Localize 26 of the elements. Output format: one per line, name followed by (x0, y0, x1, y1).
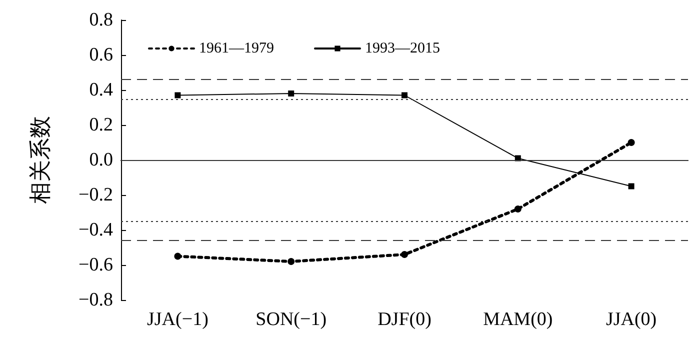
y-axis-title: 相关系数 (28, 116, 52, 204)
y-tick-label: 0.4 (89, 80, 114, 100)
point (514, 206, 522, 212)
y-tick-label: −0.2 (78, 184, 113, 206)
legend-label: 1961—1979 (199, 40, 274, 56)
point (174, 92, 181, 98)
y-tick-label: −0.6 (78, 254, 113, 276)
x-tick-label: SON(−1) (256, 309, 327, 330)
point (628, 183, 634, 190)
x-tick-label: MAM(0) (483, 309, 553, 330)
y-tick-label: 0.6 (89, 44, 113, 66)
x-tick-label: JJA(0) (606, 309, 657, 330)
y-tick-label: −0.4 (78, 220, 114, 240)
point (174, 252, 182, 260)
point (401, 251, 408, 258)
y-tick-label: 0.8 (89, 10, 113, 30)
x-tick-label: JJA(−1) (147, 309, 208, 330)
point (288, 90, 294, 96)
y-tick-label: 0.2 (89, 114, 113, 136)
legend-label: 1993—2015 (365, 40, 440, 56)
point (288, 258, 295, 265)
x-tick-label: DJF(0) (378, 309, 432, 330)
point (628, 139, 635, 146)
y-tick-label: 0.0 (89, 150, 113, 170)
y-tick-label: −0.8 (78, 290, 113, 310)
point (402, 92, 408, 98)
